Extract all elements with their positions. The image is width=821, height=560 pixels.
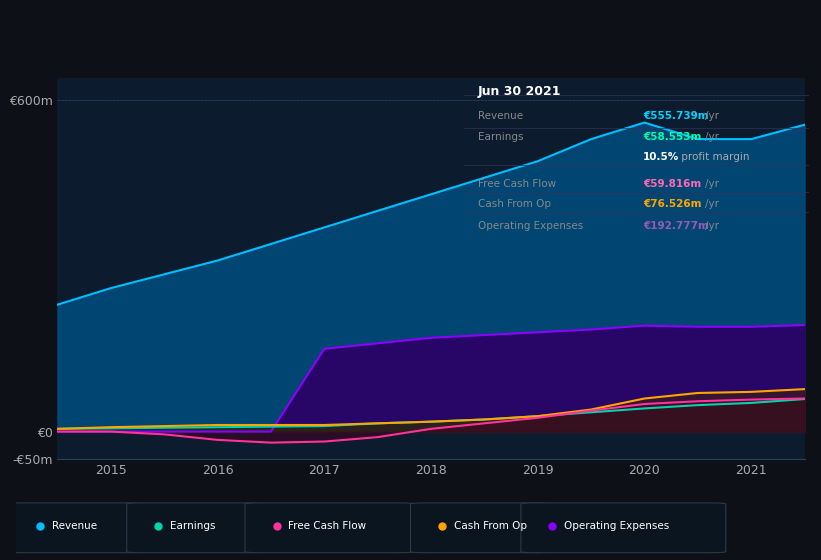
Text: /yr: /yr <box>705 179 719 189</box>
Text: Free Cash Flow: Free Cash Flow <box>288 521 366 531</box>
Text: Cash From Op: Cash From Op <box>454 521 527 531</box>
Text: Operating Expenses: Operating Expenses <box>478 221 583 231</box>
Text: Free Cash Flow: Free Cash Flow <box>478 179 556 189</box>
Text: profit margin: profit margin <box>677 152 749 162</box>
Text: €555.739m: €555.739m <box>643 111 709 122</box>
Text: Operating Expenses: Operating Expenses <box>564 521 669 531</box>
Text: /yr: /yr <box>705 132 719 142</box>
Text: 10.5%: 10.5% <box>643 152 680 162</box>
Text: €59.816m: €59.816m <box>643 179 701 189</box>
Text: Earnings: Earnings <box>478 132 523 142</box>
Text: Revenue: Revenue <box>478 111 523 122</box>
Text: Jun 30 2021: Jun 30 2021 <box>478 85 562 97</box>
FancyBboxPatch shape <box>8 503 143 553</box>
Text: €192.777m: €192.777m <box>643 221 709 231</box>
Text: Earnings: Earnings <box>170 521 216 531</box>
Text: /yr: /yr <box>705 199 719 209</box>
Text: Revenue: Revenue <box>52 521 97 531</box>
Text: €58.553m: €58.553m <box>643 132 702 142</box>
FancyBboxPatch shape <box>410 503 548 553</box>
FancyBboxPatch shape <box>126 503 261 553</box>
Text: €76.526m: €76.526m <box>643 199 702 209</box>
Text: /yr: /yr <box>705 221 719 231</box>
Text: Cash From Op: Cash From Op <box>478 199 551 209</box>
FancyBboxPatch shape <box>521 503 726 553</box>
Text: /yr: /yr <box>705 111 719 122</box>
FancyBboxPatch shape <box>245 503 415 553</box>
